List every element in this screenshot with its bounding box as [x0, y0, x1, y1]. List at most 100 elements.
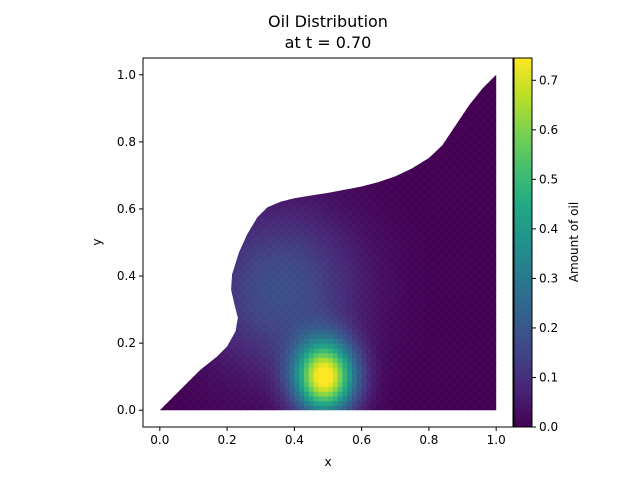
- mesh-line: [0, 75, 135, 410]
- heatmap-cell: [433, 98, 440, 105]
- heatmap-cell: [452, 180, 459, 186]
- heatmap-cell: [193, 79, 199, 85]
- heatmap-cell: [318, 132, 324, 138]
- heatmap-cell: [342, 213, 348, 220]
- heatmap-cell: [462, 304, 468, 311]
- heatmap-cell: [332, 242, 339, 248]
- heatmap-cell: [491, 347, 497, 354]
- heatmap-cell: [385, 319, 392, 325]
- heatmap-cell: [380, 285, 387, 292]
- heatmap-cell: [169, 74, 175, 81]
- heatmap-cell: [174, 117, 180, 124]
- heatmap-cell: [424, 213, 430, 220]
- heatmap-cell: [212, 266, 219, 272]
- heatmap-cell: [251, 237, 257, 244]
- heatmap-cell: [486, 180, 492, 186]
- heatmap-cell: [203, 371, 209, 378]
- heatmap-cell: [265, 218, 271, 224]
- heatmap-cell: [404, 223, 411, 229]
- heatmap-cell: [443, 146, 449, 153]
- heatmap-cell: [193, 367, 199, 373]
- heatmap-cell: [323, 261, 329, 268]
- heatmap-cell: [217, 165, 223, 172]
- heatmap-cell: [467, 300, 473, 306]
- heatmap-cell: [361, 151, 368, 157]
- heatmap-cell: [193, 338, 199, 344]
- heatmap-cell: [159, 376, 166, 383]
- heatmap-cell: [486, 247, 492, 253]
- heatmap-cell: [217, 208, 223, 215]
- heatmap-cell: [265, 376, 271, 383]
- heatmap-cell: [179, 156, 185, 162]
- heatmap-cell: [457, 371, 464, 378]
- heatmap-cell: [188, 381, 195, 387]
- heatmap-cell: [448, 323, 454, 330]
- heatmap-cell: [361, 400, 368, 407]
- heatmap-cell: [328, 74, 334, 81]
- heatmap-cell: [217, 319, 223, 325]
- heatmap-cell: [438, 381, 444, 387]
- heatmap-cell: [212, 208, 219, 215]
- heatmap-cell: [246, 276, 252, 282]
- heatmap-cell: [289, 247, 295, 253]
- heatmap-cell: [328, 93, 334, 100]
- heatmap-cell: [241, 343, 247, 349]
- heatmap-cell: [337, 304, 344, 311]
- heatmap-cell: [241, 79, 247, 85]
- heatmap-cell: [404, 280, 411, 287]
- heatmap-cell: [212, 98, 219, 105]
- heatmap-cell: [452, 256, 459, 263]
- heatmap-cell: [328, 122, 334, 129]
- heatmap-cell: [414, 213, 420, 220]
- heatmap-cell: [207, 328, 214, 335]
- heatmap-cell: [481, 103, 488, 109]
- heatmap-cell: [279, 328, 286, 335]
- heatmap-cell: [424, 199, 430, 205]
- heatmap-cell: [409, 108, 416, 114]
- heatmap-cell: [409, 213, 416, 220]
- heatmap-cell: [376, 400, 382, 407]
- heatmap-cell: [428, 371, 435, 378]
- heatmap-cell: [462, 333, 468, 339]
- heatmap-cell: [356, 347, 363, 354]
- heatmap-cell: [486, 127, 492, 133]
- heatmap-cell: [400, 199, 406, 205]
- heatmap-cell: [404, 290, 411, 296]
- heatmap-cell: [183, 189, 190, 196]
- heatmap-cell: [303, 199, 310, 205]
- heatmap-cell: [246, 122, 252, 129]
- heatmap-cell: [169, 357, 175, 363]
- heatmap-cell: [371, 386, 377, 392]
- heatmap-cell: [231, 189, 238, 196]
- heatmap-cell: [236, 165, 243, 172]
- heatmap-cell: [246, 256, 252, 263]
- heatmap-cell: [159, 213, 166, 220]
- heatmap-cell: [356, 180, 363, 186]
- heatmap-cell: [207, 300, 214, 306]
- heatmap-cell: [428, 89, 435, 95]
- heatmap-cell: [438, 333, 444, 339]
- heatmap-cell: [308, 309, 315, 315]
- heatmap-cell: [222, 405, 228, 411]
- heatmap-cell: [380, 309, 387, 315]
- heatmap-cell: [183, 242, 190, 248]
- heatmap-cell: [395, 103, 401, 109]
- heatmap-cell: [323, 208, 329, 215]
- heatmap-cell: [404, 170, 411, 177]
- heatmap-cell: [313, 113, 319, 119]
- heatmap-cell: [318, 247, 324, 253]
- heatmap-cell: [270, 290, 276, 296]
- heatmap-cell: [183, 165, 190, 172]
- heatmap-cell: [207, 184, 214, 191]
- heatmap-cell: [164, 223, 171, 229]
- heatmap-cell: [260, 362, 267, 368]
- heatmap-cell: [467, 194, 473, 200]
- heatmap-cell: [294, 237, 300, 244]
- heatmap-cell: [299, 199, 305, 205]
- heatmap-cell: [380, 381, 387, 387]
- heatmap-cell: [203, 391, 209, 397]
- heatmap-cell: [222, 371, 228, 378]
- heatmap-cell: [270, 208, 276, 215]
- heatmap-cell: [452, 93, 459, 100]
- heatmap-cell: [400, 213, 406, 220]
